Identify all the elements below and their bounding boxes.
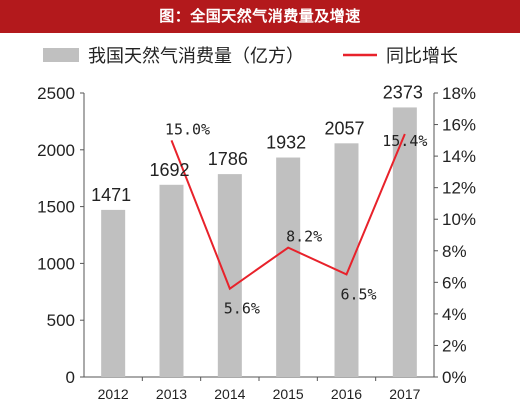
growth-value-label: 15.0%	[165, 120, 210, 138]
bars	[101, 107, 417, 378]
bar	[159, 184, 184, 377]
right-tick-label: 8%	[442, 242, 467, 261]
left-tick-label: 2500	[37, 84, 75, 103]
right-tick-label: 0%	[442, 368, 467, 387]
x-tick-label: 2012	[98, 386, 129, 402]
bar	[101, 209, 126, 377]
chart-title: 图：全国天然气消费量及增速	[159, 7, 361, 25]
right-tick-label: 18%	[442, 84, 476, 103]
bar-value-label: 1471	[91, 185, 131, 205]
left-tick-label: 500	[47, 311, 75, 330]
bar	[276, 157, 301, 377]
right-tick-label: 12%	[442, 179, 476, 198]
data-labels: 1471 1692 1786 1932 2057 2373 15.0% 5.6% 8.2% 6.5…	[91, 82, 427, 317]
growth-value-label: 6.5%	[340, 285, 376, 303]
legend-bar-label: 我国天然气消费量（亿方）	[88, 46, 304, 67]
bar	[334, 143, 359, 377]
growth-line-layer	[170, 133, 406, 291]
x-tick-label: 2017	[389, 386, 420, 402]
bar-value-label: 1786	[208, 149, 248, 169]
growth-value-label: 8.2%	[286, 228, 322, 246]
legend: 我国天然气消费量（亿方） 同比增长	[43, 46, 458, 67]
legend-bar-swatch	[43, 48, 79, 62]
bar-value-label: 2057	[324, 118, 364, 138]
right-tick-label: 16%	[442, 116, 476, 135]
right-tick-label: 2%	[442, 336, 467, 355]
left-tick-label: 0	[66, 368, 75, 387]
bar-value-label: 1932	[266, 133, 306, 153]
right-tick-label: 4%	[442, 305, 467, 324]
growth-line	[170, 133, 406, 291]
axes: 0 500 1000 1500 2000 2500 0% 2% 4% 6% 8% 10% 12% 14% 1…	[37, 84, 476, 402]
bar	[217, 174, 242, 377]
growth-value-label: 5.6%	[224, 300, 260, 318]
x-tick-label: 2015	[273, 386, 304, 402]
left-tick-label: 1000	[37, 254, 75, 273]
right-tick-label: 6%	[442, 273, 467, 292]
legend-line-label: 同比增长	[386, 46, 458, 67]
title-bar: 图：全国天然气消费量及增速	[0, 0, 520, 33]
growth-value-label: 15.4%	[382, 132, 427, 150]
x-tick-label: 2013	[156, 386, 187, 402]
x-tick-label: 2014	[214, 386, 245, 402]
left-tick-label: 1500	[37, 198, 75, 217]
chart: 我国天然气消费量（亿方） 同比增长 0 500 1000 1500 2000 2500 0% 2…	[37, 46, 476, 402]
bar-value-label: 1692	[149, 160, 189, 180]
bar-value-label: 2373	[383, 82, 423, 102]
x-tick-label: 2016	[331, 386, 362, 402]
right-tick-label: 14%	[442, 147, 476, 166]
right-tick-label: 10%	[442, 210, 476, 229]
left-tick-label: 2000	[37, 141, 75, 160]
